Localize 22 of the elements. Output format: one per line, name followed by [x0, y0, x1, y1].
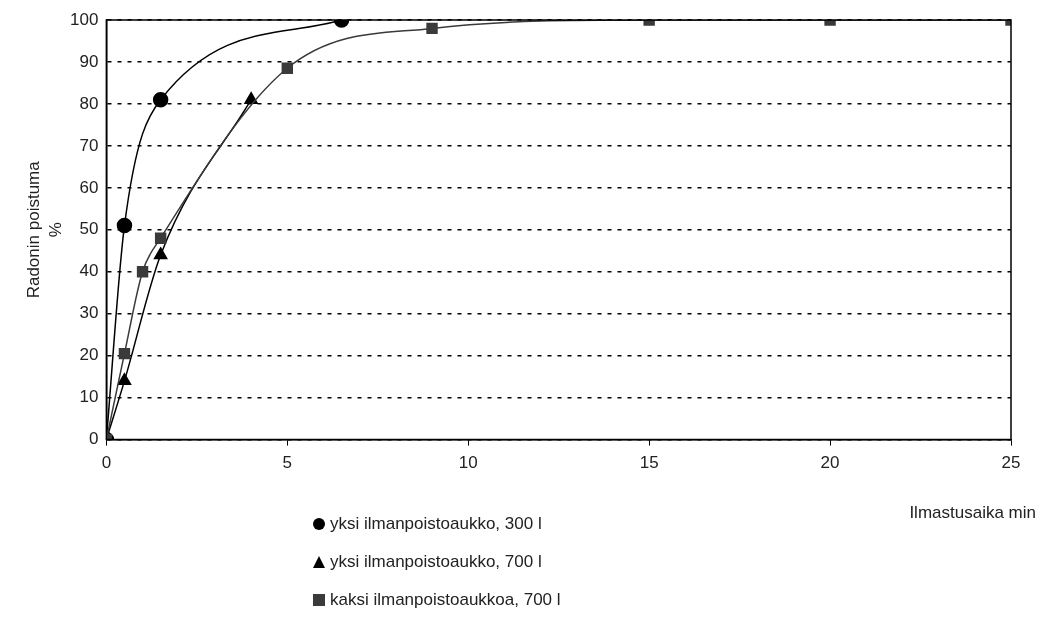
y-tick-label: 90: [79, 51, 99, 71]
y-tick-label: 0: [88, 429, 99, 449]
x-tick-label: 10: [458, 453, 478, 473]
x-tick-label: 5: [282, 453, 293, 473]
y-tick-label: 80: [79, 93, 99, 113]
y-tick-label: 50: [79, 219, 99, 239]
y-tick-label: 70: [79, 135, 99, 155]
y-tick-label: 30: [79, 303, 99, 323]
legend-label: yksi ilmanpoistoaukko, 300 l: [330, 514, 542, 534]
legend-label: yksi ilmanpoistoaukko, 700 l: [330, 552, 542, 572]
y-tick-label: 100: [69, 9, 99, 29]
x-axis-title: Ilmastusaika min: [909, 503, 1036, 523]
y-axis-title: Radonin poistuma %: [23, 160, 65, 299]
y-tick-label: 10: [79, 387, 99, 407]
y-tick-label: 20: [79, 345, 99, 365]
y-tick-label: 40: [79, 261, 99, 281]
x-tick-label: 20: [820, 453, 840, 473]
x-tick-label: 15: [639, 453, 659, 473]
x-tick-label: 0: [101, 453, 112, 473]
x-tick-label: 25: [1001, 453, 1021, 473]
legend-label: kaksi ilmanpoistoaukkoa, 700 l: [330, 590, 561, 610]
y-tick-label: 60: [79, 177, 99, 197]
